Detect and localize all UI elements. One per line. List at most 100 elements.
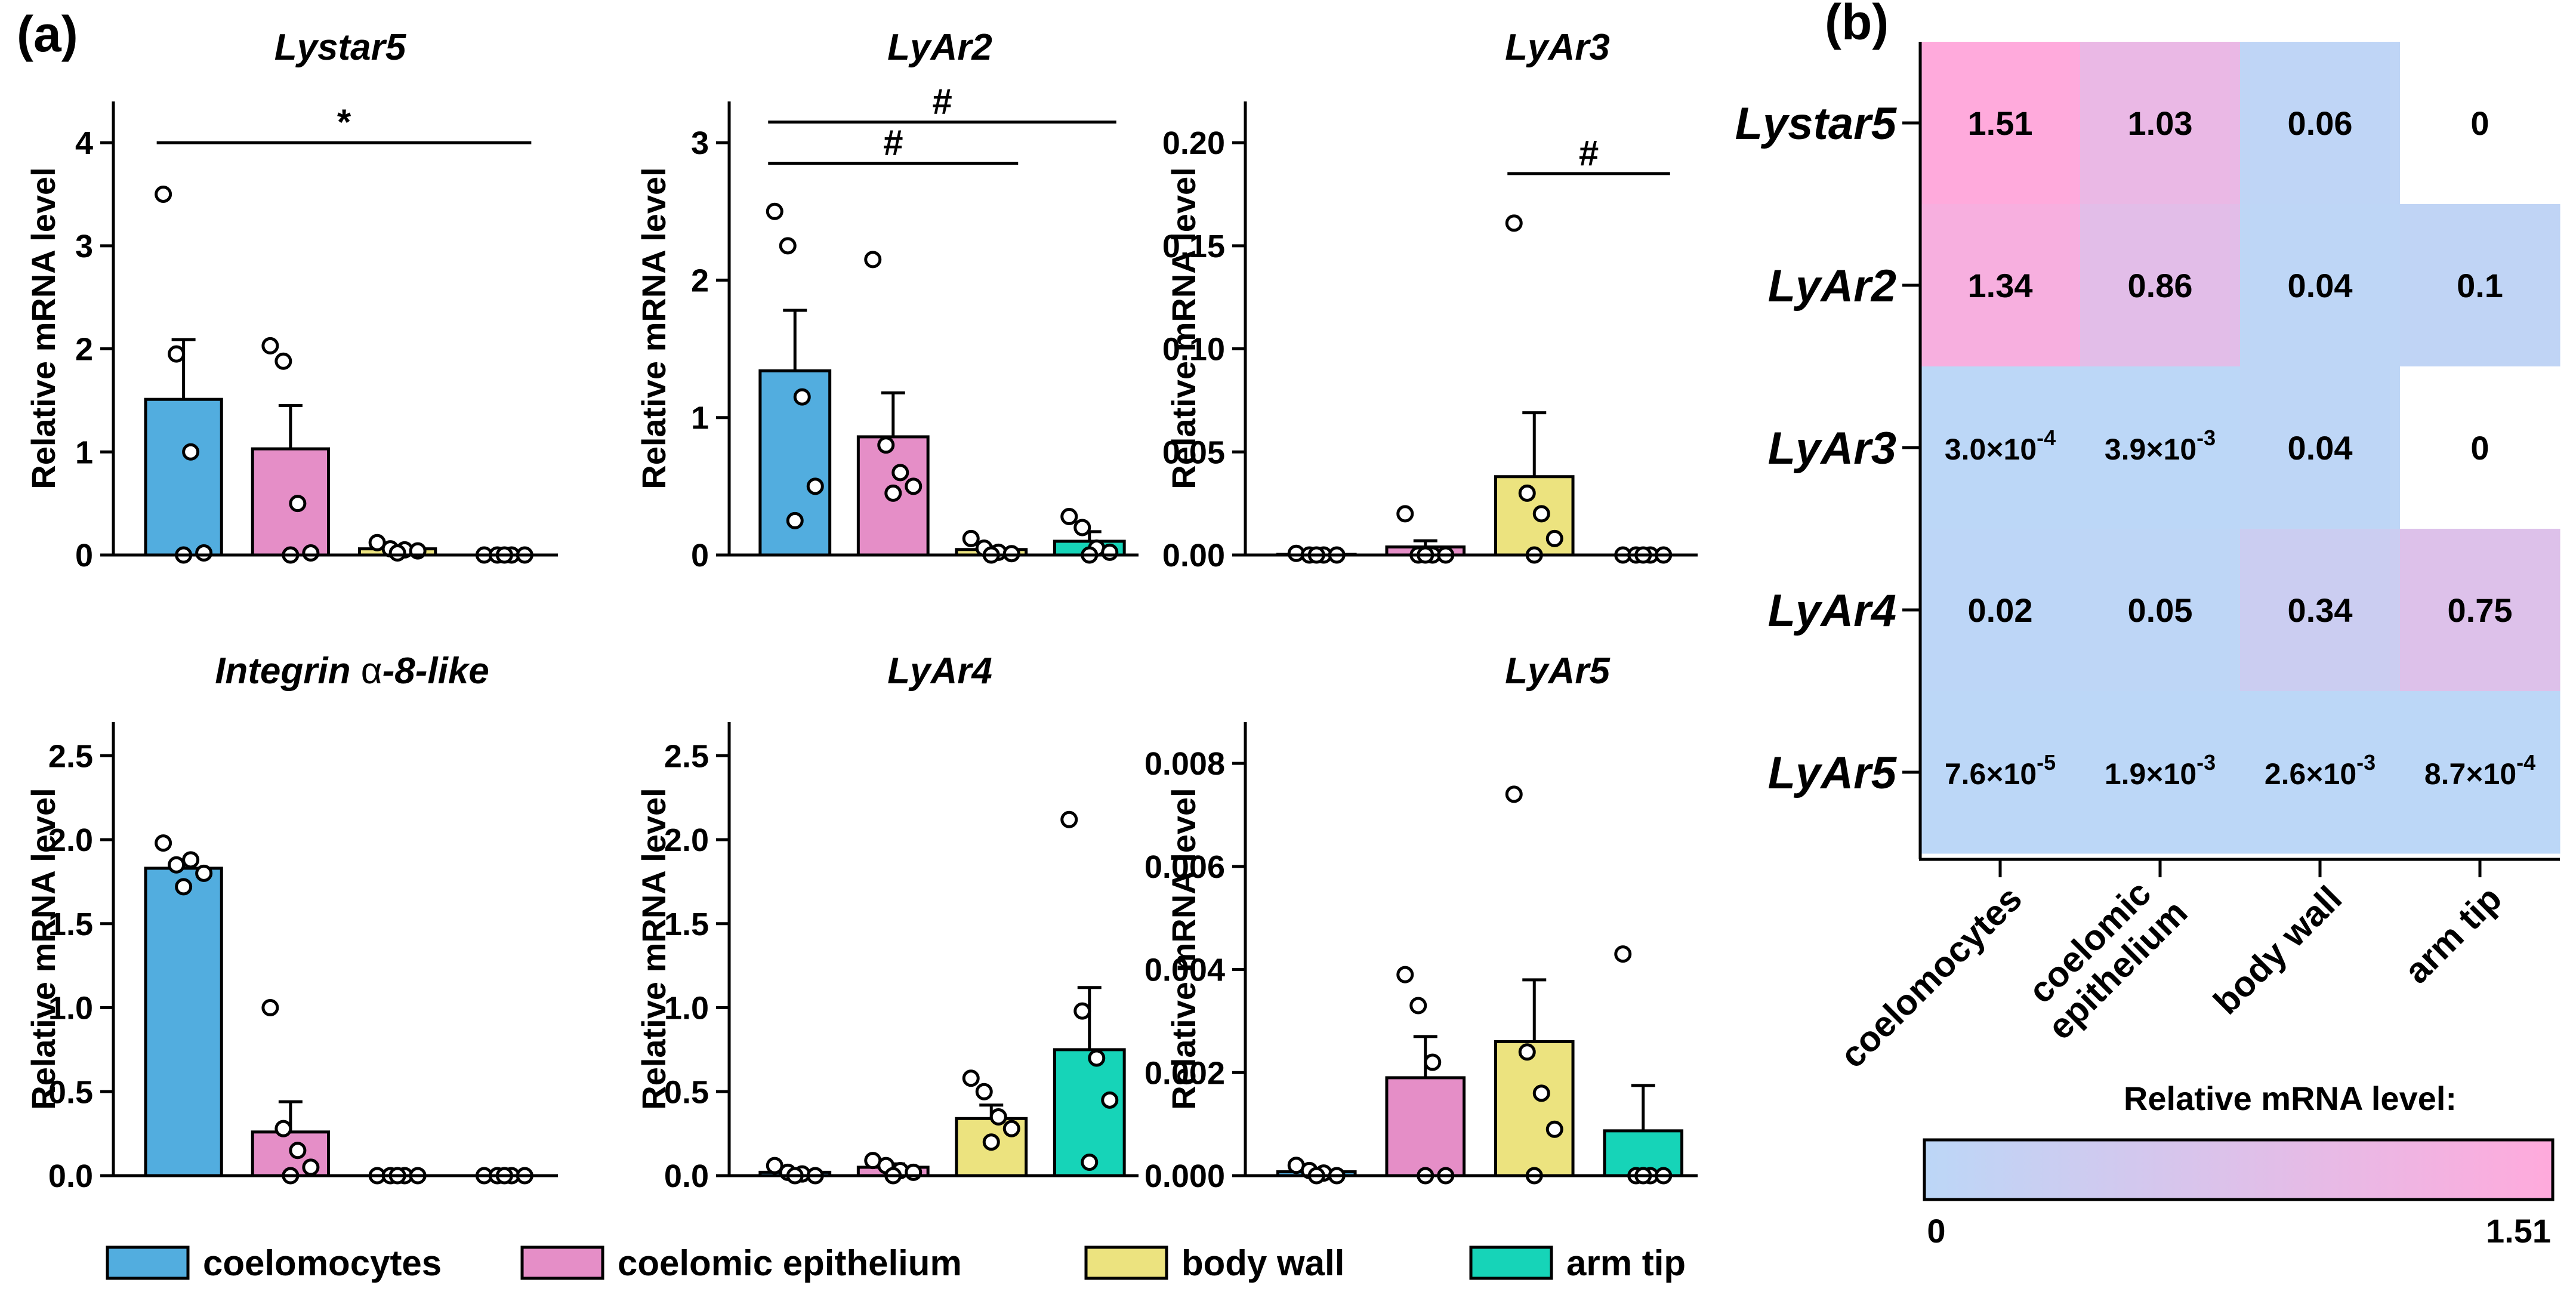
- heatmap-col-label: body wall: [2206, 878, 2350, 1022]
- heatmap-cell: [2400, 42, 2560, 205]
- data-point: [1101, 543, 1119, 561]
- data-point: [905, 477, 923, 495]
- heatmap-cell-label: 0.02: [1968, 591, 2033, 629]
- data-point: [155, 185, 172, 203]
- data-point: [1088, 1049, 1106, 1067]
- y-tick-label: 2.0: [664, 822, 709, 858]
- y-tick-label: 0.0: [664, 1158, 709, 1194]
- legend-item: arm tip: [1469, 1243, 1686, 1283]
- data-point: [1073, 1002, 1091, 1020]
- significance-marker: #: [932, 82, 952, 122]
- y-tick-label: 0.006: [1144, 849, 1225, 885]
- chart-4: Integrin α-8-like Relative mRNA level 0.0 0…: [24, 650, 558, 1194]
- chart-title: LyAr3: [1505, 27, 1610, 68]
- y-tick-label: 0.05: [1162, 434, 1225, 470]
- data-point: [289, 495, 307, 513]
- data-point: [155, 834, 172, 852]
- heatmap-col-label: coelomocytes: [1832, 878, 2029, 1075]
- heatmap-cell: [1920, 366, 2081, 529]
- data-point: [962, 529, 980, 547]
- data-point: [289, 1142, 307, 1160]
- y-tick-label: 3: [75, 229, 93, 264]
- y-tick-label: 0.0: [48, 1158, 93, 1194]
- data-point: [302, 544, 320, 562]
- data-point: [1505, 214, 1523, 232]
- data-point: [1060, 508, 1078, 526]
- data-point: [302, 1158, 320, 1176]
- data-point: [1409, 997, 1427, 1015]
- chart-title: LyAr5: [1505, 650, 1611, 692]
- data-point: [1614, 945, 1632, 963]
- chart-title: Lystar5: [274, 27, 407, 68]
- data-point: [261, 999, 279, 1017]
- heatmap-cell-label: 0.05: [2128, 591, 2193, 629]
- bar: [1385, 1076, 1466, 1177]
- data-point: [786, 511, 804, 529]
- heatmap-row-label: LyAr2: [1768, 261, 1896, 312]
- y-axis-label: Relative mRNA level: [24, 167, 62, 489]
- data-point: [1396, 505, 1414, 523]
- chart-3: LyAr3 Relative mRNA level 0.00 0.05 0.10 0.15…: [1162, 27, 1698, 574]
- data-point: [195, 544, 213, 562]
- heatmap-cell: [2400, 691, 2560, 854]
- heatmap-row-label: LyAr3: [1768, 423, 1896, 474]
- data-point: [175, 878, 193, 896]
- chart-1: Lystar5 Relative mRNA level 0 1 2 3 4 *: [24, 27, 558, 574]
- legend-label: body wall: [1181, 1243, 1344, 1283]
- chart-2: LyAr2 Relative mRNA level 0 1 2 3 # #: [635, 27, 1139, 574]
- data-point: [1396, 966, 1414, 983]
- heatmap-cell: [2400, 529, 2560, 692]
- legend-item: coelomic epithelium: [520, 1243, 962, 1283]
- colorbar-title: Relative mRNA level:: [2124, 1080, 2457, 1117]
- heatmap-cell-label: 1.03: [2128, 104, 2193, 142]
- data-point: [1424, 1053, 1442, 1071]
- legend-label: arm tip: [1566, 1243, 1686, 1283]
- data-point: [1532, 1084, 1550, 1102]
- y-tick-label: 0.20: [1162, 125, 1225, 161]
- chart-title: LyAr2: [887, 27, 992, 68]
- legend-swatch: [1084, 1245, 1168, 1280]
- y-tick-label: 1: [75, 434, 93, 470]
- data-point: [1101, 1091, 1119, 1109]
- y-tick-label: 1: [691, 400, 709, 436]
- heatmap-cell-label: 1.34: [1968, 267, 2033, 304]
- data-point: [261, 337, 279, 354]
- heatmap-row-label: LyAr4: [1768, 585, 1896, 636]
- heatmap-cell-label: 0.04: [2288, 267, 2353, 304]
- y-tick-label: 3: [691, 125, 709, 161]
- data-point: [891, 464, 909, 482]
- heatmap-cell-label: 3.0×10-4: [1945, 426, 2056, 466]
- data-point: [274, 352, 292, 370]
- heatmap-cell-label: 0.06: [2288, 104, 2353, 142]
- heatmap-cell: [2080, 366, 2241, 529]
- data-point: [274, 1120, 292, 1137]
- heatmap-cell: [1920, 691, 2081, 854]
- bar: [1494, 1040, 1575, 1177]
- bar: [144, 867, 223, 1177]
- y-tick-label: 1.5: [664, 907, 709, 942]
- data-point: [766, 202, 783, 220]
- bar-charts: Lystar5 Relative mRNA level 0 1 2 3 4 * LyAr2 Rel…: [24, 27, 1698, 1194]
- heatmap-cell-label: 0.86: [2128, 267, 2193, 304]
- heatmap-cell-label: 0.04: [2288, 429, 2353, 467]
- y-tick-label: 2.5: [664, 738, 709, 774]
- y-tick-label: 0.10: [1162, 332, 1225, 368]
- heatmap-cell-label: 0: [2470, 429, 2489, 467]
- data-point: [1545, 1120, 1563, 1138]
- heatmap-cell: [1920, 529, 2081, 692]
- data-point: [168, 345, 186, 363]
- data-point: [168, 856, 186, 874]
- chart-5: LyAr4 Relative mRNA level 0.0 0.5 1.0 1.5 2.0 2…: [635, 650, 1139, 1194]
- heatmap-cell-label: 0.34: [2288, 591, 2353, 629]
- y-tick-label: 0.00: [1162, 538, 1225, 574]
- data-point: [1081, 1153, 1099, 1171]
- chart-title: LyAr4: [887, 650, 992, 692]
- heatmap-cell-label: 7.6×10-5: [1945, 750, 2056, 791]
- y-tick-label: 2: [691, 263, 709, 298]
- legend-label: coelomic epithelium: [618, 1243, 962, 1283]
- y-tick-label: 0.5: [664, 1074, 709, 1110]
- bar: [144, 397, 223, 557]
- heatmap-cell: [2080, 204, 2241, 367]
- y-tick-label: 0.5: [48, 1074, 93, 1110]
- heatmap-cell-label: 1.9×10-3: [2105, 750, 2216, 791]
